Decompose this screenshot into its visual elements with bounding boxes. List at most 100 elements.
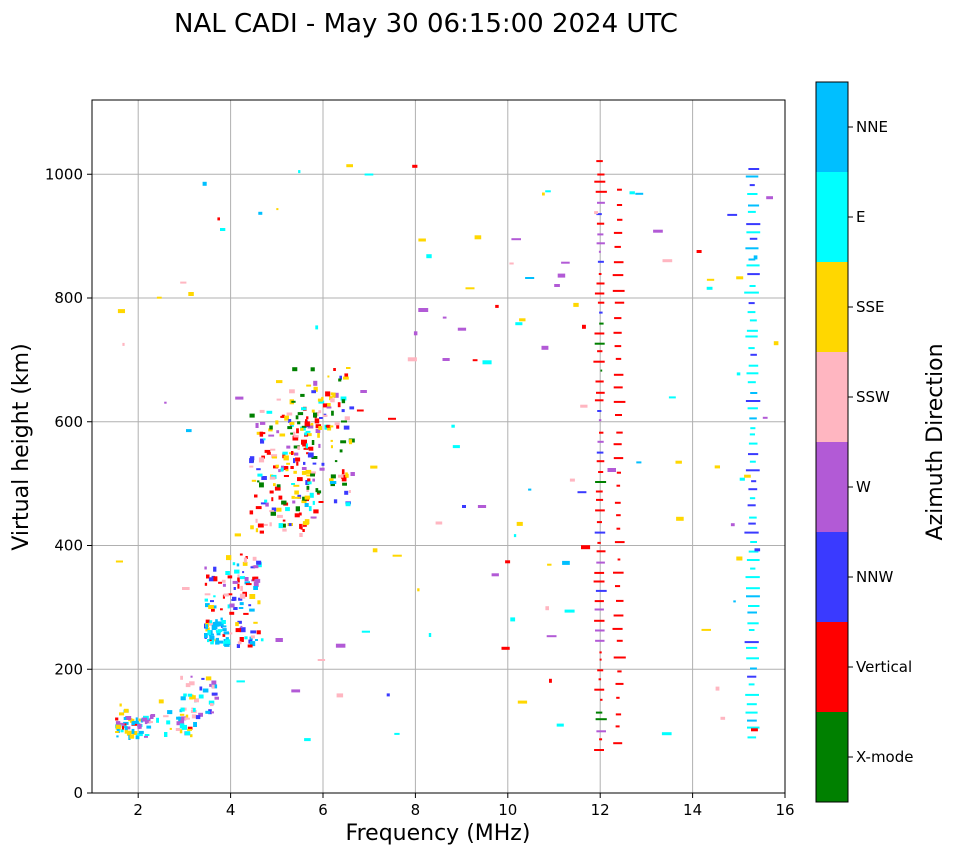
echo-mark bbox=[744, 474, 751, 478]
echo-mark bbox=[265, 502, 269, 507]
colorbar-label: Azimuth Direction bbox=[923, 343, 948, 540]
echo-mark bbox=[418, 308, 429, 312]
echo-mark bbox=[326, 424, 331, 428]
echo-mark bbox=[219, 623, 224, 626]
echo-mark bbox=[597, 350, 603, 353]
echo-mark bbox=[482, 360, 492, 365]
echo-mark bbox=[329, 396, 333, 401]
echo-mark bbox=[388, 417, 396, 420]
echo-mark bbox=[205, 627, 210, 632]
echo-mark bbox=[259, 431, 264, 437]
echo-mark bbox=[653, 229, 663, 233]
echo-mark bbox=[211, 692, 218, 696]
echo-mark bbox=[505, 560, 511, 564]
echo-mark bbox=[596, 160, 603, 163]
echo-mark bbox=[263, 438, 266, 441]
echo-mark bbox=[745, 469, 760, 472]
echo-mark bbox=[249, 636, 253, 641]
echo-mark bbox=[306, 452, 309, 455]
echo-mark bbox=[596, 561, 605, 564]
echo-mark bbox=[150, 714, 156, 717]
echo-mark bbox=[307, 422, 314, 426]
echo-mark bbox=[199, 686, 203, 691]
echo-mark bbox=[242, 571, 245, 574]
echo-mark bbox=[313, 412, 318, 418]
echo-mark bbox=[180, 707, 185, 712]
colorbar-tick-label: W bbox=[856, 478, 871, 496]
echo-mark bbox=[264, 499, 268, 503]
echo-mark bbox=[186, 429, 192, 433]
echo-mark bbox=[180, 281, 187, 284]
echo-mark bbox=[227, 593, 233, 596]
echo-mark bbox=[208, 605, 214, 609]
echo-mark bbox=[283, 475, 289, 477]
echo-mark bbox=[596, 222, 605, 225]
echo-mark bbox=[595, 509, 605, 512]
echo-mark bbox=[207, 639, 210, 643]
echo-mark bbox=[220, 617, 223, 621]
echo-mark bbox=[300, 427, 304, 431]
echo-mark bbox=[581, 545, 591, 550]
echo-mark bbox=[276, 208, 279, 211]
echo-mark bbox=[426, 254, 432, 259]
echo-mark bbox=[736, 276, 744, 280]
echo-mark bbox=[224, 643, 230, 647]
echo-mark bbox=[179, 729, 183, 734]
echo-mark bbox=[364, 173, 374, 176]
echo-mark bbox=[195, 715, 201, 720]
echo-mark bbox=[597, 440, 604, 443]
echo-mark bbox=[306, 489, 309, 492]
echo-mark bbox=[766, 196, 773, 200]
echo-mark bbox=[268, 428, 273, 432]
colorbar-segment bbox=[816, 442, 848, 532]
echo-mark bbox=[282, 451, 288, 455]
echo-mark bbox=[227, 604, 230, 609]
echo-mark bbox=[180, 719, 185, 725]
echo-mark bbox=[225, 639, 231, 645]
echo-mark bbox=[513, 534, 517, 538]
echo-mark bbox=[271, 454, 278, 459]
echo-mark bbox=[138, 727, 141, 730]
echo-mark bbox=[131, 728, 135, 734]
colorbar-segment bbox=[816, 712, 848, 802]
colorbar-tick-label: NNW bbox=[856, 568, 893, 586]
echo-mark bbox=[301, 500, 307, 504]
colorbar: X-mode Vertical NNW W SSW SSE E NNE bbox=[815, 81, 913, 803]
echo-mark bbox=[156, 296, 162, 299]
echo-mark bbox=[305, 443, 308, 449]
echo-mark bbox=[474, 235, 482, 240]
echo-mark bbox=[310, 367, 315, 372]
echo-mark bbox=[311, 456, 318, 459]
echo-mark bbox=[746, 559, 760, 561]
echo-mark bbox=[291, 495, 295, 499]
echo-mark bbox=[594, 571, 605, 574]
echo-mark bbox=[613, 231, 623, 234]
echo-mark bbox=[594, 332, 605, 335]
echo-mark bbox=[132, 731, 138, 735]
echo-mark bbox=[330, 474, 336, 479]
echo-mark bbox=[613, 742, 623, 745]
echo-mark bbox=[138, 730, 144, 734]
echo-mark bbox=[300, 526, 303, 530]
chart-title: NAL CADI - May 30 06:15:00 2024 UTC bbox=[174, 9, 678, 39]
echo-mark bbox=[237, 641, 242, 645]
echo-mark bbox=[137, 733, 143, 737]
echo-mark bbox=[239, 553, 243, 556]
colorbar-segment bbox=[816, 172, 848, 262]
echo-mark bbox=[205, 710, 211, 714]
echo-mark bbox=[184, 731, 191, 736]
echo-mark bbox=[121, 723, 125, 727]
echo-mark bbox=[211, 624, 218, 629]
echo-mark bbox=[333, 368, 336, 371]
echo-mark bbox=[233, 607, 238, 610]
echo-mark bbox=[613, 457, 624, 460]
echo-mark bbox=[600, 369, 603, 372]
echo-mark bbox=[596, 521, 602, 524]
echo-mark bbox=[214, 621, 219, 627]
echo-mark bbox=[192, 707, 196, 712]
echo-mark bbox=[595, 481, 607, 483]
echo-mark bbox=[596, 391, 605, 394]
echo-mark bbox=[747, 726, 760, 729]
echo-mark bbox=[561, 261, 570, 264]
